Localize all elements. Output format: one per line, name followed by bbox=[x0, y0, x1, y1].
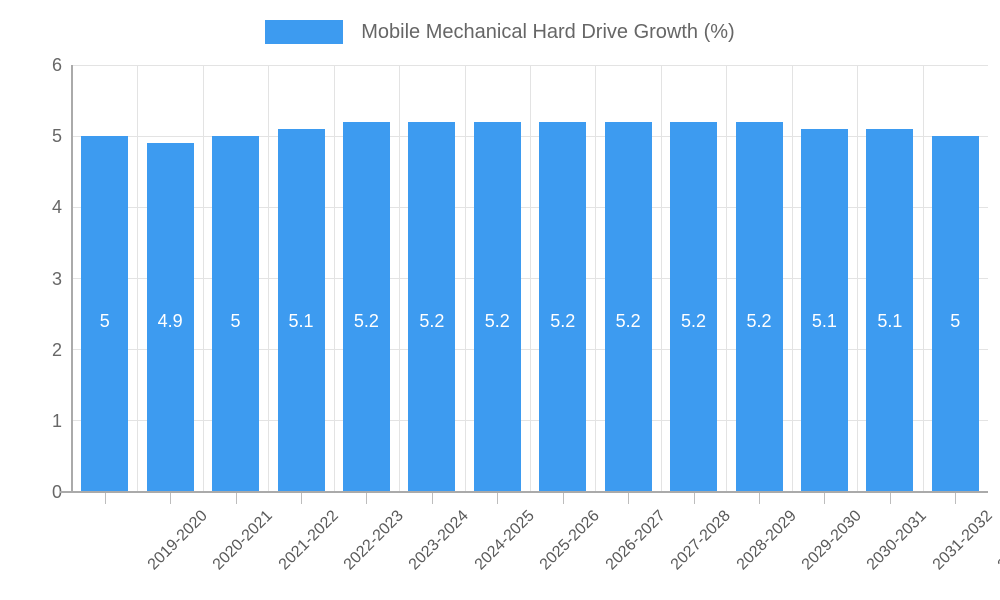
bar[interactable]: 5.2 bbox=[670, 121, 718, 492]
bar[interactable]: 5.2 bbox=[539, 121, 587, 492]
x-axis-tick-mark bbox=[301, 493, 302, 504]
legend-color-swatch-icon bbox=[265, 20, 344, 44]
bar-value-label: 5.2 bbox=[353, 311, 379, 331]
chart-legend: Mobile Mechanical Hard Drive Growth (%) bbox=[0, 14, 1000, 50]
x-axis-tick-label: 2028-2029 bbox=[733, 507, 800, 574]
gridline-vertical bbox=[334, 65, 335, 492]
x-axis-tick-mark bbox=[105, 493, 106, 504]
bar[interactable]: 5 bbox=[931, 136, 979, 492]
bar[interactable]: 4.9 bbox=[146, 143, 194, 492]
x-axis-tick-label: 2024-2025 bbox=[471, 507, 538, 574]
x-axis-tick-label: 2021-2022 bbox=[275, 507, 342, 574]
gridline-vertical bbox=[595, 65, 596, 492]
y-axis-tick-label: 4 bbox=[51, 197, 62, 218]
y-axis-tick-label: 6 bbox=[51, 55, 62, 75]
y-axis-line bbox=[71, 65, 73, 493]
bar[interactable]: 5.2 bbox=[473, 121, 521, 492]
y-axis-tick-label: 1 bbox=[51, 410, 62, 431]
bar[interactable]: 5.2 bbox=[735, 121, 783, 492]
bar-value-label: 5.1 bbox=[877, 311, 903, 331]
gridline-vertical bbox=[399, 65, 400, 492]
x-axis-tick-mark bbox=[366, 493, 367, 504]
gridline-vertical bbox=[726, 65, 727, 492]
gridline-vertical bbox=[268, 65, 269, 492]
bar-value-label: 5.2 bbox=[484, 311, 510, 331]
bar-value-label: 5.2 bbox=[419, 311, 445, 331]
x-axis-tick-mark bbox=[236, 493, 237, 504]
gridline-vertical bbox=[465, 65, 466, 492]
bar[interactable]: 5.2 bbox=[604, 121, 652, 492]
y-axis-tick-labels: 0 1 2 3 4 5 6 bbox=[0, 0, 62, 600]
x-axis-tick-mark bbox=[628, 493, 629, 504]
gridline-vertical bbox=[857, 65, 858, 492]
x-axis-line bbox=[60, 491, 988, 493]
legend-label: Mobile Mechanical Hard Drive Growth (%) bbox=[361, 21, 735, 43]
y-axis-tick-label: 3 bbox=[51, 268, 62, 289]
x-axis-tick-mark bbox=[955, 493, 956, 504]
gridline-vertical bbox=[530, 65, 531, 492]
x-axis-tick-label: 2032-2033 bbox=[994, 507, 1000, 574]
x-axis-tick-label: 2026-2027 bbox=[602, 507, 669, 574]
x-axis-tick-label: 2031-2032 bbox=[929, 507, 996, 574]
gridline-vertical bbox=[203, 65, 204, 492]
x-axis-tick-label: 2022-2023 bbox=[340, 507, 407, 574]
plot-area: 5 4.9 5 5.1 5.2 5.2 5.2 5.2 5.2 5.2 5.2 5.1 5.1 5 bbox=[72, 64, 988, 493]
x-axis-tick-label: 2027-2028 bbox=[667, 507, 734, 574]
bar-value-label: 5 bbox=[230, 311, 241, 331]
x-axis-tick-mark bbox=[694, 493, 695, 504]
gridline-vertical bbox=[137, 65, 138, 492]
bar[interactable]: 5.2 bbox=[342, 121, 390, 492]
x-axis-tick-label: 2025-2026 bbox=[536, 507, 604, 574]
gridline-vertical bbox=[792, 65, 793, 492]
bar[interactable]: 5 bbox=[212, 136, 260, 492]
x-axis-tick-mark bbox=[432, 493, 433, 504]
x-axis-tick-mark bbox=[170, 493, 171, 504]
x-axis-tick-mark bbox=[497, 493, 498, 504]
x-axis-tick-label: 2029-2030 bbox=[798, 507, 865, 574]
bar[interactable]: 5 bbox=[81, 136, 129, 492]
x-axis-tick-mark bbox=[759, 493, 760, 504]
legend-item-mobile-mechanical-hard-drive-growth[interactable]: Mobile Mechanical Hard Drive Growth (%) bbox=[265, 20, 735, 44]
x-axis-tick-label: 2020-2021 bbox=[209, 507, 276, 574]
x-axis-tick-mark bbox=[563, 493, 564, 504]
bar[interactable]: 5.2 bbox=[408, 121, 456, 492]
x-axis-tick-label: 2030-2031 bbox=[864, 507, 931, 574]
x-axis-tick-label: 2019-2020 bbox=[144, 507, 211, 574]
bar-value-label: 5.1 bbox=[811, 311, 837, 331]
gridline-vertical bbox=[661, 65, 662, 492]
x-axis-tick-mark bbox=[890, 493, 891, 504]
bar-value-label: 5.1 bbox=[288, 311, 314, 331]
x-axis-tick-label: 2023-2024 bbox=[406, 507, 473, 574]
bar-value-label: 5.2 bbox=[615, 311, 641, 331]
bar-value-label: 4.9 bbox=[157, 311, 183, 331]
bar-value-label: 5 bbox=[950, 311, 961, 331]
y-axis-tick-label: 5 bbox=[51, 126, 62, 147]
bar-value-label: 5.2 bbox=[681, 311, 707, 331]
bar[interactable]: 5.1 bbox=[866, 129, 914, 492]
bar[interactable]: 5.1 bbox=[800, 129, 848, 492]
x-axis-tick-mark bbox=[824, 493, 825, 504]
y-axis-tick-label: 2 bbox=[51, 339, 62, 360]
bar-value-label: 5 bbox=[99, 311, 110, 331]
bar[interactable]: 5.1 bbox=[277, 129, 325, 492]
bar-value-label: 5.2 bbox=[746, 311, 772, 331]
bar-value-label: 5.2 bbox=[550, 311, 576, 331]
gridline-vertical bbox=[923, 65, 924, 492]
y-axis-tick-label: 0 bbox=[51, 482, 62, 502]
